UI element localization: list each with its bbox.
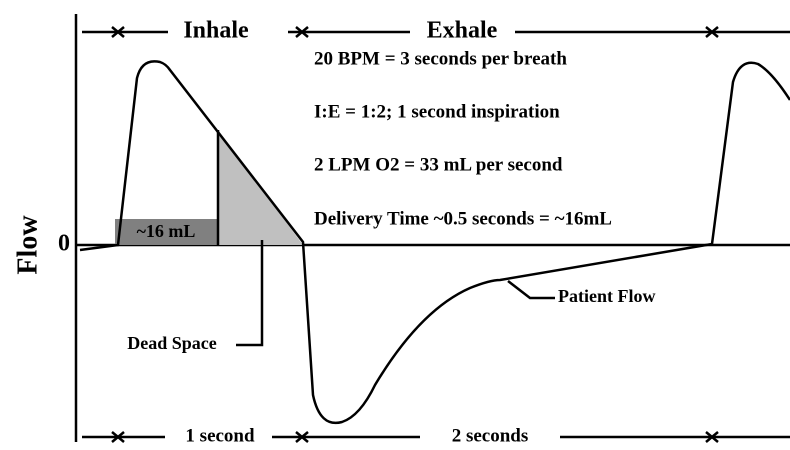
- note: 20 BPM = 3 seconds per breath: [314, 48, 567, 69]
- axis-label: Flow: [12, 215, 43, 275]
- dead-space-leader: [236, 240, 264, 347]
- patient-flow-leader: [507, 280, 555, 300]
- zero-label: 0: [58, 231, 70, 257]
- bottom-timeline: [82, 431, 790, 443]
- note: I:E = 1:2; 1 second inspiration: [314, 101, 560, 122]
- note: 2 LPM O2 = 33 mL per second: [314, 154, 563, 175]
- patient-flow-label: Patient Flow: [558, 286, 655, 306]
- delivered-volume: [115, 219, 218, 245]
- inhale-duration: 1 second: [185, 425, 255, 446]
- flow-curve: [79, 60, 790, 425]
- exhale-duration: 2 seconds: [452, 425, 529, 446]
- note: Delivery Time ~0.5 seconds = ~16mL: [314, 208, 612, 229]
- inhale-label: Inhale: [183, 18, 249, 44]
- exhale-label: Exhale: [427, 18, 498, 44]
- dead-space-label: Dead Space: [127, 333, 217, 353]
- top-timeline: [82, 26, 790, 38]
- volume-label: ~16 mL: [137, 221, 196, 241]
